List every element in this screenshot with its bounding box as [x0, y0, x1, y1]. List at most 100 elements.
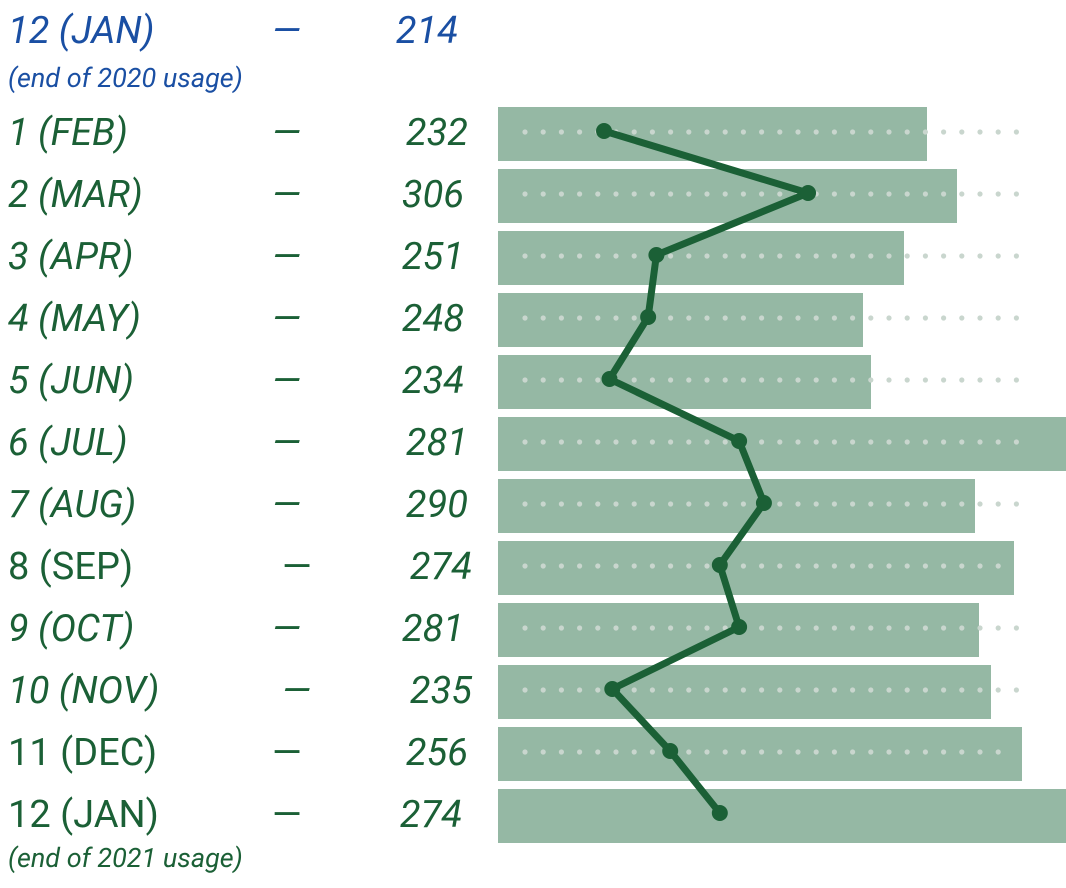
dot [631, 253, 637, 259]
dot [813, 439, 819, 445]
dot [995, 439, 1001, 445]
dot [922, 563, 929, 569]
dot [941, 129, 947, 135]
dot [686, 439, 692, 445]
dot [522, 687, 528, 693]
dot [759, 439, 765, 445]
dot [759, 687, 765, 693]
usage-point [601, 371, 618, 387]
dot [904, 439, 910, 445]
dot [704, 191, 710, 197]
dot [868, 253, 874, 259]
dot [686, 749, 692, 755]
dot [977, 625, 983, 631]
dot [649, 501, 656, 507]
dot [886, 687, 892, 693]
dot [686, 501, 692, 507]
dot [922, 439, 929, 445]
dot [577, 749, 583, 755]
dot [868, 625, 874, 631]
dot [595, 253, 601, 259]
row-label: 7 (AUG) [8, 483, 136, 527]
row-value: 290 [406, 483, 468, 527]
usage-line [603, 127, 812, 816]
dot [1013, 315, 1020, 321]
dot [558, 563, 565, 569]
row-separator: — [272, 111, 301, 155]
dot [722, 439, 728, 445]
usage-point [711, 557, 728, 573]
dot [831, 625, 838, 631]
bar [498, 107, 927, 161]
dot [668, 439, 674, 445]
dot [613, 191, 619, 197]
dot [740, 191, 747, 197]
dot [922, 377, 929, 383]
dot [850, 563, 856, 569]
dot [777, 253, 783, 259]
row-label: 5 (JUN) [8, 359, 134, 403]
dot [831, 501, 838, 507]
dot [649, 191, 656, 197]
dot [558, 129, 565, 135]
row-value: 234 [402, 359, 464, 403]
dot [740, 501, 747, 507]
dot [577, 129, 583, 135]
row-label: 10 (NOV) [8, 669, 159, 713]
dot [777, 315, 783, 321]
dot [668, 191, 674, 197]
dot [595, 563, 601, 569]
dot [904, 687, 910, 693]
bar [498, 417, 1066, 471]
row-value: 274 [400, 793, 462, 837]
dot [977, 563, 983, 569]
end-note: (end of 2021 usage) [8, 842, 243, 874]
dot [777, 563, 783, 569]
bar [498, 169, 957, 223]
dot [540, 315, 546, 321]
dot [540, 129, 546, 135]
dot [649, 129, 656, 135]
dot [813, 687, 819, 693]
dot [558, 253, 565, 259]
dot [631, 129, 637, 135]
dot [995, 625, 1001, 631]
dot [959, 191, 965, 197]
dot [886, 749, 892, 755]
dot [959, 315, 965, 321]
dot [922, 315, 929, 321]
dot [686, 315, 692, 321]
dot [850, 749, 856, 755]
dot [959, 377, 965, 383]
dot [959, 253, 965, 259]
usage-point [755, 495, 772, 511]
dot [922, 501, 929, 507]
dot [777, 191, 783, 197]
row-value: 248 [402, 297, 464, 341]
row-value: 251 [402, 235, 464, 279]
dot [704, 749, 710, 755]
dot [613, 625, 619, 631]
dot [977, 501, 983, 507]
dot [795, 687, 801, 693]
dot [522, 377, 528, 383]
dot [941, 191, 947, 197]
dot [959, 501, 965, 507]
dot [850, 687, 856, 693]
dot [704, 625, 710, 631]
dot [813, 315, 819, 321]
dot [649, 749, 656, 755]
dot [668, 501, 674, 507]
dot [904, 129, 910, 135]
dot [540, 253, 546, 259]
dot [740, 749, 747, 755]
dot [886, 501, 892, 507]
dot [922, 625, 929, 631]
dot [522, 749, 528, 755]
dot [995, 377, 1001, 383]
start-note: (end of 2020 usage) [8, 62, 243, 94]
dot [777, 377, 783, 383]
dot [977, 315, 983, 321]
dot [959, 687, 965, 693]
